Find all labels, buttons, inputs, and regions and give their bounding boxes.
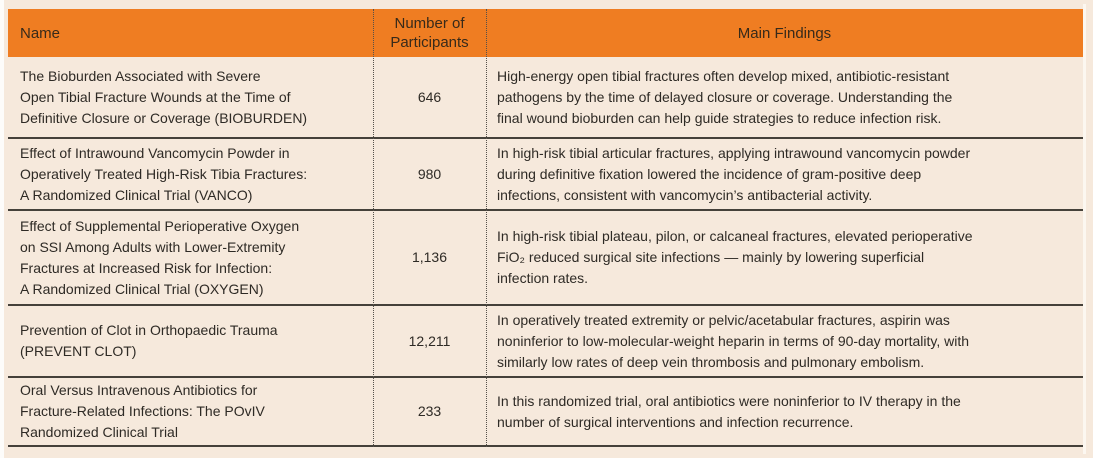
- header-cell-findings: Main Findings: [486, 9, 1083, 57]
- trial-name: Effect of Supplemental Perioperative Oxy…: [20, 217, 300, 297]
- main-findings: In high-risk tibial plateau, pilon, or c…: [497, 228, 973, 286]
- main-findings: In operatively treated extremity or pelv…: [497, 311, 970, 370]
- findings-cell: In high-risk tibial articular fractures,…: [486, 139, 1083, 209]
- name-cell: Effect of Intrawound Vancomycin Powder i…: [8, 139, 373, 209]
- header-label-participants: Number of Participants: [390, 15, 469, 51]
- findings-cell: In high-risk tibial plateau, pilon, or c…: [486, 211, 1083, 304]
- table-row-prevent-clot: Prevention of Clot in Orthopaedic Trauma…: [8, 306, 1083, 378]
- findings-cell: High-energy open tibial fractures often …: [486, 57, 1083, 137]
- participants-cell: 1,136: [373, 211, 486, 304]
- main-findings: In high-risk tibial articular fractures,…: [497, 144, 971, 203]
- table-row-poviv: Oral Versus Intravenous Antibiotics for …: [8, 378, 1083, 447]
- trial-name: Prevention of Clot in Orthopaedic Trauma…: [20, 322, 278, 359]
- table-row-vanco: Effect of Intrawound Vancomycin Powder i…: [8, 139, 1083, 211]
- table-header-row: Name Number of Participants Main Finding…: [8, 9, 1083, 57]
- participants-count: 12,211: [408, 332, 451, 349]
- trial-name: The Bioburden Associated with Severe Ope…: [20, 67, 308, 126]
- name-cell: Effect of Supplemental Perioperative Oxy…: [8, 211, 373, 304]
- participants-count: 233: [417, 403, 442, 419]
- findings-cell: In this randomized trial, oral antibioti…: [486, 378, 1083, 445]
- header-label-name: Name: [20, 24, 61, 42]
- findings-cell: In operatively treated extremity or pelv…: [486, 306, 1083, 376]
- participants-count: 980: [417, 165, 442, 182]
- main-findings: In this randomized trial, oral antibioti…: [497, 392, 961, 430]
- page-edge-right: [1083, 4, 1086, 454]
- name-cell: Oral Versus Intravenous Antibiotics for …: [8, 378, 373, 445]
- participants-count: 646: [417, 88, 442, 105]
- clinical-trials-table: Name Number of Participants Main Finding…: [8, 9, 1083, 447]
- participants-cell: 980: [373, 139, 486, 209]
- table-row-bioburden: The Bioburden Associated with Severe Ope…: [8, 57, 1083, 139]
- trial-name: Oral Versus Intravenous Antibiotics for …: [20, 382, 265, 440]
- trial-name: Effect of Intrawound Vancomycin Powder i…: [20, 144, 308, 203]
- page-edge-left: [0, 0, 4, 458]
- column-divider-dotted-2: [486, 9, 487, 447]
- participants-count: 1,136: [411, 249, 448, 265]
- participants-cell: 233: [373, 378, 486, 445]
- header-label-findings: Main Findings: [737, 24, 832, 42]
- header-cell-name: Name: [8, 9, 373, 57]
- header-cell-participants: Number of Participants: [373, 9, 486, 57]
- name-cell: Prevention of Clot in Orthopaedic Trauma…: [8, 306, 373, 376]
- participants-cell: 12,211: [373, 306, 486, 376]
- name-cell: The Bioburden Associated with Severe Ope…: [8, 57, 373, 137]
- participants-cell: 646: [373, 57, 486, 137]
- table-row-oxygen: Effect of Supplemental Perioperative Oxy…: [8, 211, 1083, 306]
- column-divider-dotted-1: [373, 9, 374, 447]
- main-findings: High-energy open tibial fractures often …: [497, 67, 953, 126]
